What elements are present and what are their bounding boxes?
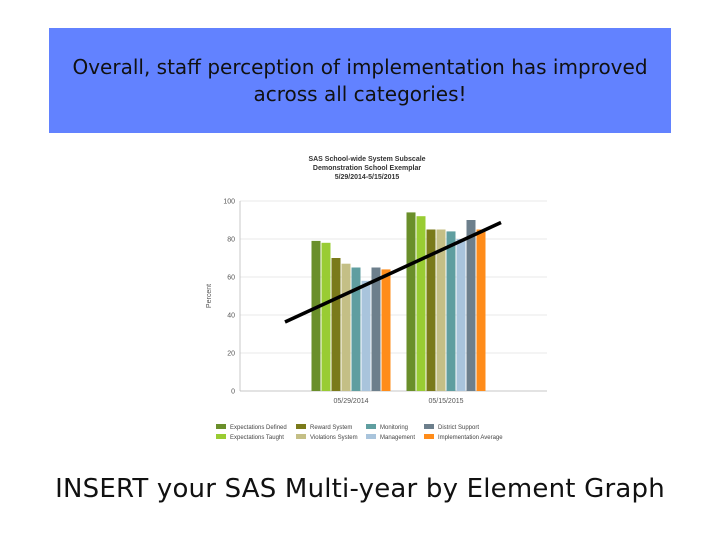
bar [361, 280, 371, 391]
bar [476, 229, 486, 391]
chart-title-line: Demonstration School Exemplar [313, 165, 421, 172]
bar [406, 212, 416, 391]
legend-swatch [424, 424, 434, 429]
x-tick-label: 05/15/2015 [428, 398, 463, 405]
y-tick-label: 60 [227, 275, 235, 282]
legend-swatch [424, 434, 434, 439]
x-tick-label: 05/29/2014 [333, 398, 368, 405]
legend-label: Expectations Defined [230, 425, 287, 431]
bar [466, 220, 476, 391]
headline-text: Overall, staff perception of implementat… [72, 54, 648, 106]
legend-label: Management [380, 435, 415, 441]
chart-svg: SAS School-wide System Subscale Demonstra… [206, 156, 547, 441]
legend-swatch [216, 434, 226, 439]
legend-label: Implementation Average [438, 435, 503, 441]
legend-swatch [366, 434, 376, 439]
caption-text: INSERT your SAS Multi-year by Element Gr… [55, 474, 665, 504]
bar [456, 239, 466, 391]
bar [381, 269, 391, 391]
bar [331, 258, 341, 391]
y-axis-label: Percent [206, 284, 213, 308]
legend-swatch [366, 424, 376, 429]
y-tick-label: 80 [227, 237, 235, 244]
bar [311, 240, 321, 391]
bar [321, 242, 331, 391]
y-tick-label: 20 [227, 351, 235, 358]
legend-swatch [296, 434, 306, 439]
legend-swatch [216, 424, 226, 429]
legend-label: Expectations Taught [230, 435, 284, 441]
legend-label: Monitoring [380, 425, 408, 431]
chart-title-line: SAS School-wide System Subscale [308, 156, 425, 163]
bar [416, 216, 426, 391]
chart-title-line: 5/29/2014-5/15/2015 [335, 174, 400, 181]
bar [351, 267, 361, 391]
y-tick-label: 0 [231, 389, 235, 396]
bar [446, 231, 456, 391]
legend-label: District Support [438, 425, 479, 431]
y-tick-label: 40 [227, 313, 235, 320]
bar [341, 263, 351, 391]
headline-banner: Overall, staff perception of implementat… [49, 28, 671, 133]
bar [436, 229, 446, 391]
trend-line [284, 220, 502, 324]
legend-swatch [296, 424, 306, 429]
legend-label: Violations System [310, 435, 358, 441]
bar-chart: SAS School-wide System Subscale Demonstra… [195, 150, 555, 450]
y-tick-label: 100 [223, 199, 235, 206]
legend-label: Reward System [310, 425, 352, 431]
bar [371, 267, 381, 391]
bar [426, 229, 436, 391]
